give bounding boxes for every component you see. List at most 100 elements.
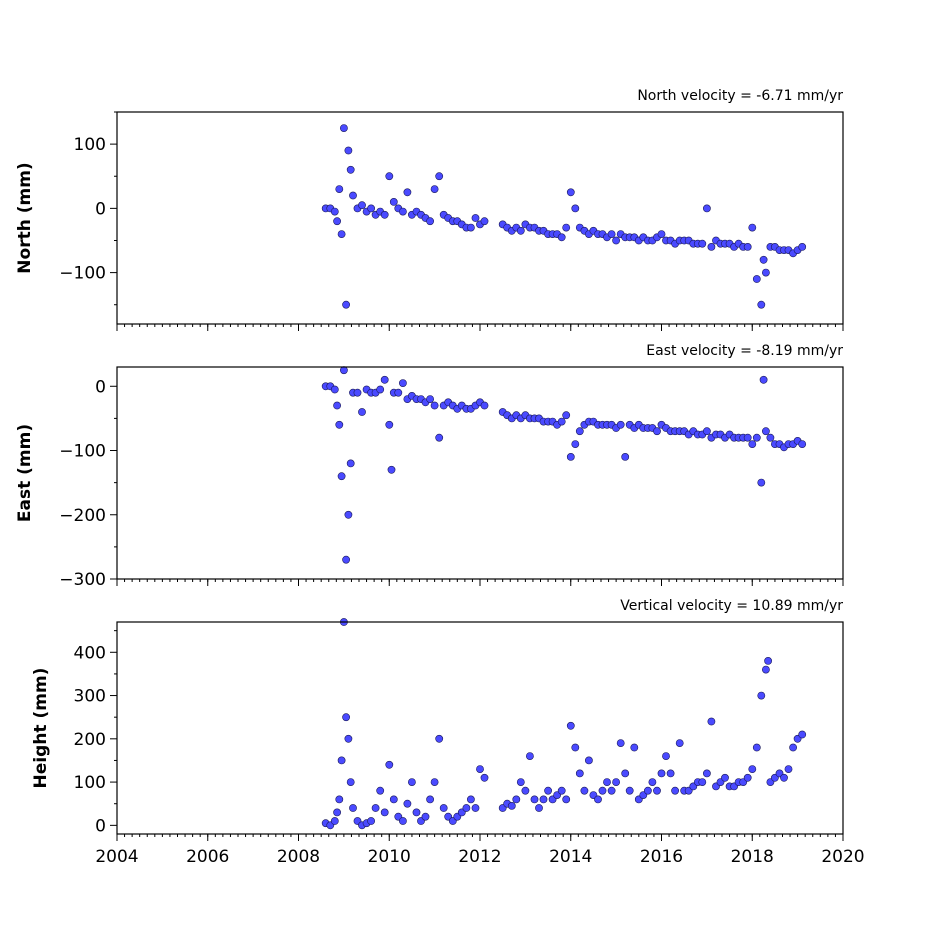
height-data-point [430, 778, 439, 786]
north-data-point [571, 204, 580, 213]
height-data-point [330, 817, 339, 825]
height-y-tick-label: 200 [74, 730, 106, 750]
height-x-tick-label: 2014 [549, 847, 592, 867]
north-data-point [333, 217, 341, 226]
east-data-point [358, 408, 366, 416]
east-velocity-label: East velocity = -8.19 mm/yr [646, 343, 843, 359]
height-data-point [789, 743, 797, 752]
east-data-point [387, 465, 396, 474]
height-data-point [380, 808, 389, 817]
north-data-point [743, 242, 752, 251]
east-data-point [566, 452, 575, 461]
height-data-point [671, 786, 679, 795]
east-data-point [394, 388, 403, 397]
height-data-point [707, 717, 716, 726]
east-data-point [335, 420, 344, 429]
height-x-tick-label: 2010 [368, 847, 411, 867]
east-y-tick-label: −100 [59, 442, 106, 462]
height-data-point [389, 795, 398, 804]
height-data-point [757, 691, 766, 700]
east-data-point [385, 420, 394, 429]
height-data-point [526, 752, 534, 760]
north-data-point [752, 275, 761, 283]
north-data-point [335, 185, 344, 193]
height-data-point [580, 786, 589, 795]
height-data-point [762, 665, 770, 674]
north-y-tick-label: −100 [59, 264, 106, 284]
panel-north: North velocity = -6.71 mm/yr 100 0 −100 No… [15, 88, 844, 331]
height-x-tick-label: 2012 [458, 847, 501, 867]
height-data-point [648, 778, 657, 786]
height-data-point [657, 769, 666, 778]
height-data-point [784, 765, 793, 773]
north-data-point [562, 223, 571, 232]
height-data-point [621, 769, 630, 778]
height-x-tick-label: 2008 [277, 847, 320, 867]
vertical-velocity-label: Vertical velocity = 10.89 mm/yr [620, 598, 843, 614]
height-data-point [507, 802, 516, 810]
north-data-point [798, 242, 807, 251]
east-data-point [752, 433, 761, 442]
north-data-point [557, 233, 566, 242]
height-x-tick-label: 2004 [95, 847, 138, 867]
east-data-point [344, 510, 353, 519]
east-data-point [743, 433, 752, 442]
height-data-point [521, 786, 530, 795]
height-y-axis-label: Height (mm) [31, 668, 51, 789]
north-axis-ticks: 100 0 −100 [59, 111, 844, 331]
north-data-point [398, 207, 407, 216]
height-data-point [743, 773, 752, 782]
north-points [321, 124, 807, 309]
panel-east: East velocity = -8.19 mm/yr 0 −100 −200 −30… [15, 343, 844, 590]
east-y-tick-label: −300 [59, 570, 106, 590]
east-data-point [798, 440, 807, 448]
east-data-point [435, 433, 444, 442]
north-data-point [426, 217, 434, 226]
height-data-point [798, 730, 807, 739]
height-data-point [575, 769, 584, 778]
height-y-tick-label: 300 [74, 687, 106, 707]
height-data-point [439, 804, 448, 812]
north-data-point [607, 230, 616, 238]
height-data-point [539, 795, 548, 804]
east-points [321, 366, 807, 564]
height-data-point [721, 773, 729, 782]
north-data-point [762, 268, 770, 277]
north-velocity-label: North velocity = -6.71 mm/yr [637, 88, 843, 104]
north-data-point [346, 165, 355, 174]
east-data-point [330, 385, 339, 394]
north-data-point [435, 172, 444, 181]
north-data-point [349, 191, 357, 200]
east-data-point [621, 452, 630, 461]
east-data-point [616, 420, 625, 429]
height-data-point [603, 778, 611, 786]
east-data-point [333, 401, 341, 410]
height-data-point [367, 817, 375, 825]
east-axis-ticks: 0 −100 −200 −300 [59, 377, 844, 590]
height-data-point [644, 786, 652, 795]
height-x-tick-label: 2016 [640, 847, 683, 867]
height-data-point [403, 799, 412, 808]
height-data-point [435, 734, 444, 743]
north-y-axis-label: North (mm) [15, 162, 35, 273]
east-data-point [337, 472, 346, 481]
north-data-point [339, 124, 348, 133]
north-data-point [516, 226, 525, 235]
height-x-tick-label: 2020 [821, 847, 864, 867]
panel-height: Vertical velocity = 10.89 mm/yr 2004 2006… [31, 598, 865, 867]
east-data-point [703, 427, 711, 436]
height-data-point [571, 743, 580, 752]
height-data-point [703, 769, 711, 778]
height-data-point [421, 812, 430, 821]
east-data-point [757, 478, 766, 487]
height-data-point [407, 778, 416, 786]
east-data-point [426, 395, 434, 403]
height-data-point [333, 808, 341, 817]
east-data-point [380, 375, 389, 384]
height-data-point [616, 739, 625, 747]
height-data-point [662, 752, 670, 760]
north-data-point [380, 210, 389, 219]
height-data-point [471, 804, 480, 812]
height-data-point [398, 817, 407, 825]
